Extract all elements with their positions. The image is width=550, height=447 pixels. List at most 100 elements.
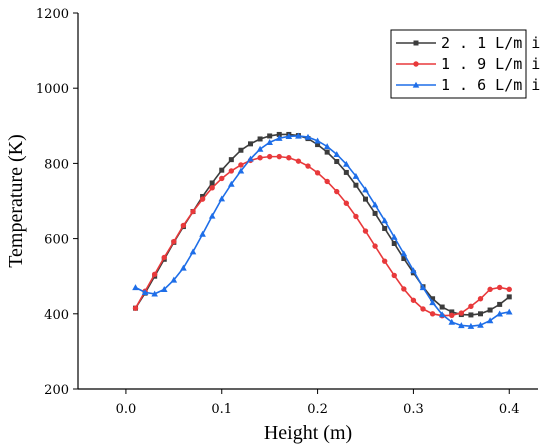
data-point-circle: [353, 213, 359, 220]
series-line: [135, 135, 510, 328]
data-point-square: [324, 149, 330, 155]
legend-item: 1 . 6 L/m i n: [396, 76, 550, 94]
data-point-triangle: [458, 322, 465, 329]
data-point-square: [497, 301, 503, 307]
data-point-square: [401, 256, 407, 262]
data-point-circle: [190, 208, 196, 215]
data-point-square: [487, 307, 493, 313]
data-point-triangle: [362, 186, 369, 193]
data-point-square: [257, 136, 263, 142]
data-point-triangle: [467, 322, 475, 329]
data-point-triangle: [180, 264, 187, 271]
data-point-triangle: [333, 151, 341, 158]
data-point-circle: [266, 153, 273, 160]
data-point-square: [238, 147, 244, 153]
series-line: [134, 133, 510, 316]
data-point-triangle: [412, 81, 420, 88]
data-point-circle: [257, 155, 263, 161]
data-point-square: [267, 133, 273, 139]
data-point-triangle: [266, 139, 273, 145]
data-point-triangle: [285, 133, 293, 139]
data-point-triangle: [381, 217, 388, 224]
data-point-circle: [381, 258, 388, 264]
x-tick-label: 0.4: [499, 402, 520, 417]
data-point-triangle: [323, 143, 331, 150]
data-point-triangle: [218, 195, 226, 202]
data-point-square: [372, 210, 378, 216]
data-point-square: [248, 141, 253, 147]
data-point-square: [449, 309, 455, 315]
x-axis-title: Height (m): [264, 422, 352, 444]
data-point-circle: [151, 271, 158, 278]
data-point-circle: [413, 61, 419, 67]
data-point-triangle: [429, 299, 436, 306]
data-point-square: [276, 131, 282, 137]
data-point-circle: [410, 297, 417, 303]
data-point-triangle: [496, 310, 503, 317]
data-point-square: [430, 296, 436, 302]
data-point-circle: [209, 185, 215, 191]
data-point-circle: [238, 162, 244, 168]
series-1.9L/min: [132, 153, 512, 319]
data-point-square: [506, 294, 512, 300]
ticks: 0.0 0.1 0.2 0.3 0.4 200 400 600 800 1000 1200: [36, 7, 520, 417]
data-point-square: [334, 159, 340, 165]
data-point-circle: [391, 272, 397, 279]
data-point-triangle: [132, 284, 139, 291]
data-point-circle: [487, 286, 493, 293]
data-point-triangle: [477, 321, 484, 328]
data-point-circle: [420, 306, 426, 312]
data-point-square: [478, 311, 483, 317]
y-axis-title: Temperature (K): [5, 134, 27, 268]
data-point-triangle: [390, 233, 398, 240]
data-point-circle: [305, 163, 311, 169]
data-point-triangle: [189, 248, 197, 255]
data-point-square: [391, 240, 397, 246]
series-layer: [132, 131, 513, 329]
data-point-square: [363, 196, 368, 202]
data-point-circle: [429, 311, 436, 317]
data-point-circle: [180, 222, 187, 229]
data-point-triangle: [419, 284, 427, 291]
data-point-circle: [362, 228, 369, 234]
x-tick-label: 0.2: [307, 402, 328, 417]
data-point-circle: [458, 310, 465, 316]
legend-label: 1 . 9 L/m i n: [441, 55, 550, 73]
data-point-triangle: [343, 160, 350, 167]
y-tick-label: 800: [44, 157, 69, 172]
x-tick-label: 0.0: [116, 402, 137, 417]
data-point-square: [219, 167, 225, 173]
legend-item: 2 . 1 L/m i n: [396, 34, 550, 52]
data-point-square: [439, 304, 445, 310]
legend-label: 1 . 6 L/m i n: [441, 76, 550, 94]
data-point-triangle: [275, 134, 283, 141]
data-point-triangle: [400, 250, 408, 257]
data-point-triangle: [247, 155, 254, 162]
data-point-circle: [372, 243, 378, 249]
legend-item: 1 . 9 L/m i n: [396, 55, 550, 73]
data-point-triangle: [295, 132, 302, 139]
data-point-circle: [477, 296, 484, 302]
data-point-triangle: [160, 286, 168, 292]
series-1.6L/min: [132, 132, 513, 329]
y-tick-label: 600: [44, 233, 69, 248]
data-point-triangle: [438, 311, 446, 318]
y-tick-label: 200: [44, 383, 69, 398]
data-point-circle: [343, 200, 350, 206]
data-point-circle: [449, 312, 455, 319]
data-point-triangle: [486, 317, 494, 324]
legend: 2 . 1 L/m i n 1 . 9 L/m i n 1 . 6 L/m i n: [390, 29, 550, 99]
data-point-triangle: [505, 308, 513, 315]
data-point-circle: [324, 178, 330, 185]
data-point-triangle: [141, 289, 149, 296]
data-point-square: [343, 169, 349, 175]
data-point-circle: [506, 286, 512, 293]
data-point-triangle: [237, 167, 245, 174]
data-point-circle: [199, 196, 206, 202]
data-point-square: [209, 180, 215, 186]
data-point-circle: [314, 170, 321, 176]
data-point-square: [382, 225, 388, 231]
data-point-circle: [132, 305, 139, 311]
data-point-triangle: [256, 145, 264, 152]
data-point-circle: [171, 238, 177, 245]
